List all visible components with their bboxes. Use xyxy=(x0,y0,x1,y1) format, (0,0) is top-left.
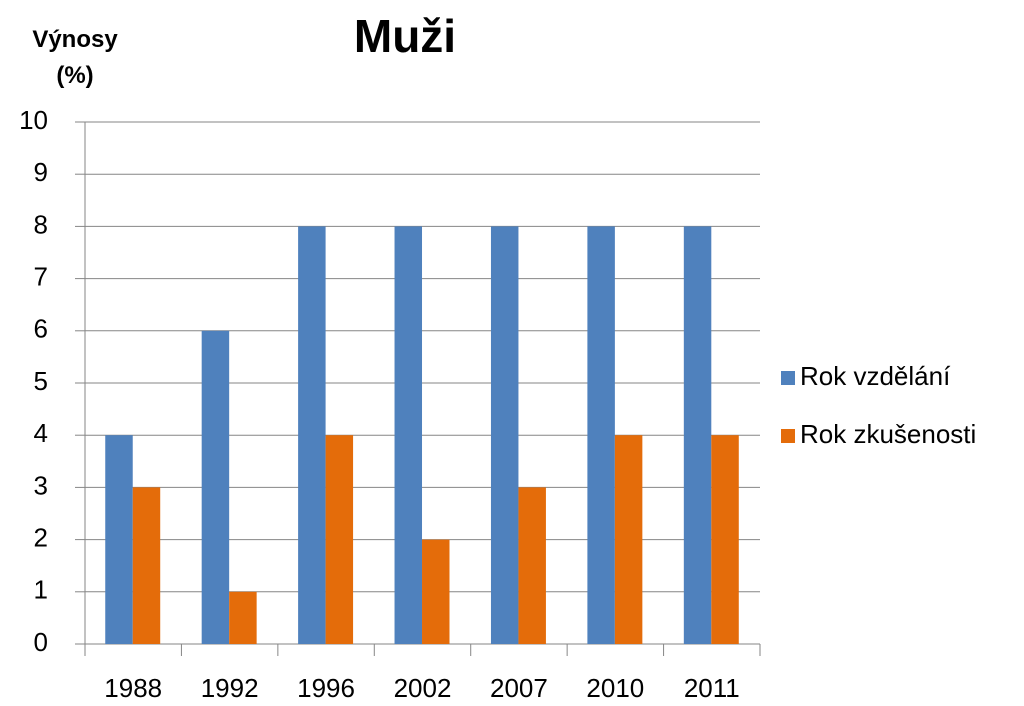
bar xyxy=(298,226,326,644)
x-tick-label: 1988 xyxy=(104,673,162,703)
y-tick-label: 3 xyxy=(34,470,48,500)
y-tick-label: 6 xyxy=(34,314,48,344)
x-tick-label: 2002 xyxy=(394,673,452,703)
x-tick-label: 1992 xyxy=(201,673,259,703)
legend-label: Rok vzdělání xyxy=(800,361,951,391)
x-tick-label: 1996 xyxy=(297,673,355,703)
bar xyxy=(229,591,257,644)
x-tick-label: 2007 xyxy=(490,673,548,703)
legend-label: Rok zkušenosti xyxy=(800,419,976,449)
bar xyxy=(614,435,643,644)
bar xyxy=(587,226,615,644)
bar xyxy=(683,226,712,644)
y-tick-label: 7 xyxy=(34,261,48,291)
bar xyxy=(201,330,230,644)
y-tick-label: 0 xyxy=(34,627,48,657)
bar xyxy=(518,487,546,644)
y-tick-label: 5 xyxy=(34,366,48,396)
y-tick-label: 2 xyxy=(34,522,48,552)
chart-title: Muži xyxy=(354,10,456,62)
y-tick-label: 10 xyxy=(19,105,48,135)
bar xyxy=(711,435,739,644)
y-tick-label: 8 xyxy=(34,209,48,239)
legend-swatch xyxy=(781,371,795,385)
y-tick-label: 9 xyxy=(34,157,48,187)
bar xyxy=(490,226,519,644)
y-axis-label: Výnosy (%) xyxy=(32,26,118,89)
x-tick-label: 2011 xyxy=(684,673,740,703)
bar xyxy=(132,487,161,644)
bar xyxy=(325,435,354,644)
legend-swatch xyxy=(781,429,795,443)
y-tick-label: 1 xyxy=(34,575,48,605)
bar xyxy=(105,435,133,644)
bar xyxy=(422,539,450,644)
y-tick-label: 4 xyxy=(34,418,48,448)
bar xyxy=(394,226,423,644)
x-tick-label: 2010 xyxy=(586,673,644,703)
